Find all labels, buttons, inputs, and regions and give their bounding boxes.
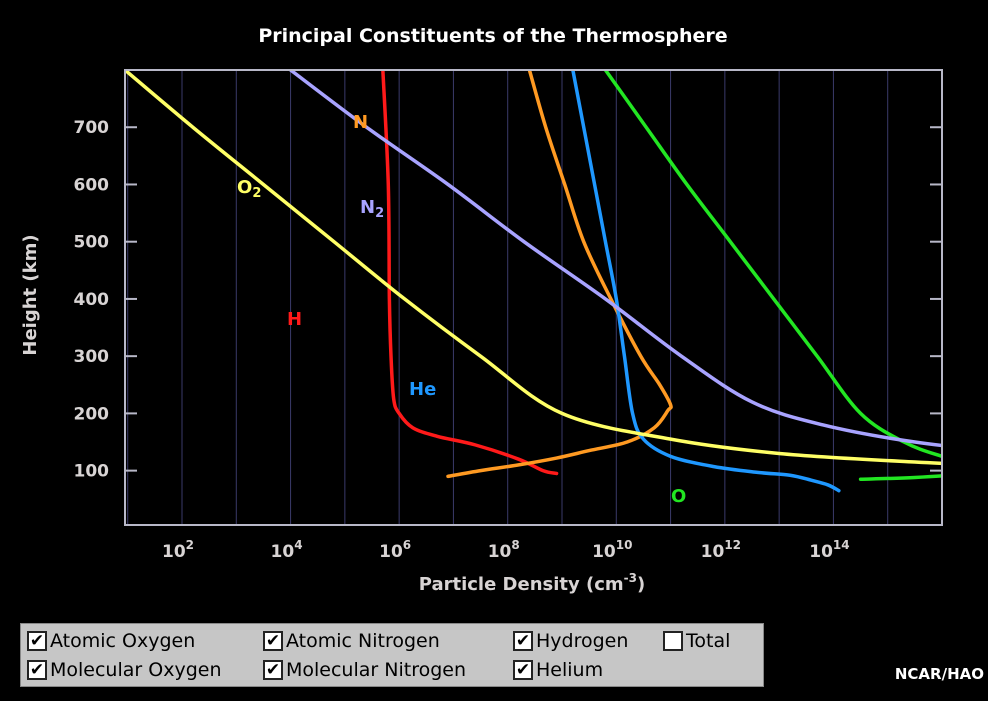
x-tick-base: 10 — [592, 542, 616, 562]
legend-item-molecular-oxygen[interactable]: ✔ Molecular Oxygen — [27, 657, 221, 683]
x-tick-base: 10 — [701, 542, 725, 562]
y-tick-label: 200 — [74, 404, 110, 424]
series-line-n — [446, 70, 673, 479]
x-axis-label-superscript: -3 — [624, 571, 637, 585]
x-tick-exponent: 12 — [724, 538, 741, 552]
legend-item-atomic-nitrogen[interactable]: ✔ Atomic Nitrogen — [263, 628, 440, 654]
x-axis-label-main: Particle Density (cm — [419, 574, 624, 595]
series-label-subscript: 2 — [252, 186, 261, 201]
legend-item-total[interactable]: Total — [663, 628, 730, 654]
series-label-o: O — [671, 486, 686, 507]
legend-item-molecular-nitrogen[interactable]: ✔ Molecular Nitrogen — [263, 657, 466, 683]
legend-item-helium[interactable]: ✔ Helium — [513, 657, 603, 683]
legend-label: Atomic Nitrogen — [286, 630, 440, 652]
legend-label: Hydrogen — [536, 630, 629, 652]
x-tick-exponent: 4 — [294, 538, 302, 552]
x-tick-label: 104 — [271, 538, 303, 562]
x-tick-label: 1014 — [809, 538, 849, 562]
legend-label: Molecular Nitrogen — [286, 659, 466, 681]
legend-item-atomic-oxygen[interactable]: ✔ Atomic Oxygen — [27, 628, 195, 654]
y-tick-label: 100 — [74, 462, 110, 482]
series-layer — [125, 70, 942, 493]
x-tick-exponent: 8 — [511, 538, 519, 552]
chart-title: Principal Constituents of the Thermosphe… — [258, 25, 727, 47]
series-label-o2: O2 — [237, 177, 261, 201]
x-tick-label: 102 — [162, 538, 194, 562]
tick-marks: 102 104 106 108 1010 1012 10141002003004005006… — [74, 118, 942, 562]
y-tick-label: 700 — [74, 118, 110, 138]
x-tick-base: 10 — [379, 542, 403, 562]
legend-item-hydrogen[interactable]: ✔ Hydrogen — [513, 628, 628, 654]
series-line-o2 — [125, 70, 942, 466]
series-line-n2 — [288, 70, 942, 448]
checkbox-icon[interactable]: ✔ — [513, 660, 533, 680]
legend-panel: ✔ Atomic Oxygen ✔ Atomic Nitrogen ✔ Hydr… — [20, 623, 764, 687]
x-tick-exponent: 10 — [616, 538, 633, 552]
x-tick-label: 106 — [379, 538, 411, 562]
y-tick-label: 400 — [74, 290, 110, 310]
series-label-subscript: 2 — [375, 206, 384, 221]
x-tick-base: 10 — [488, 542, 512, 562]
x-tick-label: 1012 — [701, 538, 741, 562]
series-line-h — [381, 70, 559, 476]
grid-lines — [127, 70, 889, 525]
x-tick-base: 10 — [162, 542, 186, 562]
legend-label: Helium — [536, 659, 604, 681]
x-axis-label: Particle Density (cm-3) — [419, 571, 646, 595]
y-tick-label: 600 — [74, 175, 110, 195]
series-label-text: O — [237, 177, 252, 198]
legend-label: Total — [686, 630, 731, 652]
x-tick-label: 108 — [488, 538, 520, 562]
checkbox-icon[interactable]: ✔ — [27, 660, 47, 680]
y-axis-label: Height (km) — [20, 234, 41, 355]
x-tick-exponent: 14 — [833, 538, 850, 552]
checkbox-empty-icon[interactable] — [663, 631, 683, 651]
plot-frame — [124, 69, 943, 526]
x-tick-exponent: 2 — [186, 538, 194, 552]
x-axis-label-suffix: ) — [637, 574, 645, 595]
series-label-n: N — [353, 112, 368, 133]
series-label-n2: N2 — [360, 197, 384, 221]
series-line-he — [571, 70, 841, 493]
checkbox-icon[interactable]: ✔ — [263, 660, 283, 680]
checkbox-icon[interactable]: ✔ — [263, 631, 283, 651]
y-tick-label: 500 — [74, 233, 110, 253]
series-label-he: He — [409, 379, 436, 400]
y-tick-label: 300 — [74, 347, 110, 367]
legend-label: Atomic Oxygen — [50, 630, 196, 652]
x-tick-label: 1010 — [592, 538, 632, 562]
legend-label: Molecular Oxygen — [50, 659, 222, 681]
series-label-h: H — [287, 309, 302, 330]
x-tick-exponent: 6 — [403, 538, 411, 552]
series-label-text: N — [360, 197, 375, 218]
checkbox-icon[interactable]: ✔ — [513, 631, 533, 651]
checkbox-icon[interactable]: ✔ — [27, 631, 47, 651]
series-line-o — [603, 70, 942, 481]
credit-label: NCAR/HAO — [894, 665, 984, 683]
x-tick-base: 10 — [271, 542, 295, 562]
x-tick-base: 10 — [809, 542, 833, 562]
